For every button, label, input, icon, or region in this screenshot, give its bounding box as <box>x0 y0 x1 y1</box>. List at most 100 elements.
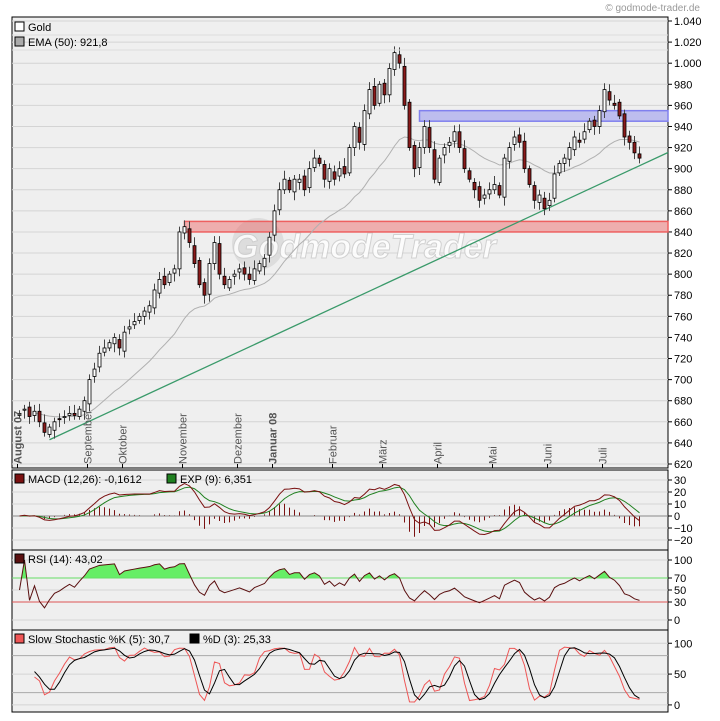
month-label: März <box>378 440 390 464</box>
candle-body <box>322 164 327 180</box>
month-label: November <box>178 413 190 464</box>
price-frame <box>11 16 669 469</box>
rsi-tick-label: 50 <box>674 585 686 597</box>
month-label: September <box>83 410 95 464</box>
candle-body <box>252 268 257 281</box>
macd-tick-label: −10 <box>674 523 693 535</box>
candle-body <box>52 421 57 431</box>
month-label: Januar 08 <box>268 413 280 464</box>
rsi-tick-label: 70 <box>674 573 686 585</box>
candle-body <box>327 168 332 182</box>
candle-body <box>357 127 362 143</box>
support-zone <box>183 220 669 233</box>
price-tick-label: 640 <box>674 438 692 450</box>
candle-body <box>312 157 317 169</box>
price-tick-label: 1.020 <box>674 37 702 49</box>
price-tick-label: 1.040 <box>674 16 702 28</box>
candle-body <box>97 352 102 368</box>
price-tick-label: 700 <box>674 375 692 387</box>
candle-body <box>157 279 162 294</box>
watermark-text: GodmodeTrader <box>232 228 498 266</box>
candle-body <box>402 65 407 106</box>
candle-body <box>467 170 472 180</box>
candle-body <box>362 110 367 145</box>
legend-rsi-label: RSI (14): 43,02 <box>28 554 103 566</box>
price-tick-label: 920 <box>674 143 692 155</box>
candle-body <box>447 141 452 146</box>
candle-body <box>237 268 242 273</box>
candle-body <box>602 89 607 113</box>
candle-body <box>552 173 557 199</box>
price-tick-label: 740 <box>674 332 692 344</box>
candle-body <box>572 136 577 151</box>
candle-body <box>492 184 497 191</box>
price-tick-label: 720 <box>674 354 692 366</box>
candle-body <box>397 54 402 64</box>
candle-body <box>262 257 267 268</box>
legend-gold-swatch <box>14 21 25 32</box>
price-tick-label: 860 <box>674 206 692 218</box>
copyright-text: © godmode-trader.de <box>605 3 700 14</box>
price-tick-label: 780 <box>674 290 692 302</box>
candle-body <box>627 135 632 143</box>
candle-body <box>527 168 532 185</box>
price-tick-label: 680 <box>674 396 692 408</box>
macd-tick-label: 30 <box>674 475 686 487</box>
candle-body <box>142 310 147 317</box>
candle-body <box>377 83 382 104</box>
candle-body <box>182 226 187 234</box>
month-label: Juni <box>543 444 555 464</box>
candle-body <box>632 141 637 154</box>
stoch-tick-label: 50 <box>674 669 686 681</box>
candle-body <box>432 149 437 180</box>
candle-body <box>107 342 112 349</box>
candle-body <box>102 347 107 353</box>
legend-gold-label: Gold <box>28 22 51 34</box>
candle-body <box>457 131 462 148</box>
candle-body <box>37 410 42 423</box>
macd-frame <box>11 469 669 551</box>
candle-body <box>507 147 512 162</box>
candle-body <box>197 260 202 286</box>
stoch-tick-label: 0 <box>674 700 680 712</box>
candle-body <box>622 113 627 138</box>
candle-body <box>462 148 467 170</box>
candle-body <box>82 400 87 412</box>
candle-body <box>132 321 137 326</box>
candle-body <box>242 267 247 275</box>
ema-line <box>34 136 640 418</box>
candle-body <box>637 153 642 159</box>
candle-body <box>307 168 312 189</box>
candle-body <box>547 199 552 206</box>
candle-body <box>477 186 482 201</box>
candle-body <box>577 139 582 143</box>
candle-body <box>77 408 82 417</box>
legend-stoch-k-swatch <box>14 633 25 644</box>
candle-body <box>187 228 192 243</box>
candle-body <box>387 68 392 96</box>
price-tick-label: 980 <box>674 79 692 91</box>
candle-body <box>542 197 547 210</box>
candle-body <box>47 426 52 435</box>
candle-body <box>427 127 432 148</box>
candle-body <box>612 102 617 106</box>
candle-body <box>67 412 72 416</box>
candle-body <box>167 273 172 283</box>
candle-body <box>177 231 182 270</box>
price-tick-label: 960 <box>674 100 692 112</box>
candle-body <box>302 175 307 191</box>
candle-body <box>192 245 197 264</box>
candle-body <box>537 194 542 203</box>
price-tick-label: 620 <box>674 459 692 471</box>
candle-body <box>582 131 587 140</box>
price-tick-label: 800 <box>674 269 692 281</box>
candle-body <box>152 289 157 309</box>
price-tick-label: 940 <box>674 121 692 133</box>
legend-ema-label: EMA (50): 921,8 <box>28 37 108 49</box>
month-label: Juli <box>598 447 610 464</box>
candle-body <box>517 134 522 143</box>
candle-body <box>617 101 622 117</box>
rsi-tick-label: 0 <box>674 615 680 627</box>
